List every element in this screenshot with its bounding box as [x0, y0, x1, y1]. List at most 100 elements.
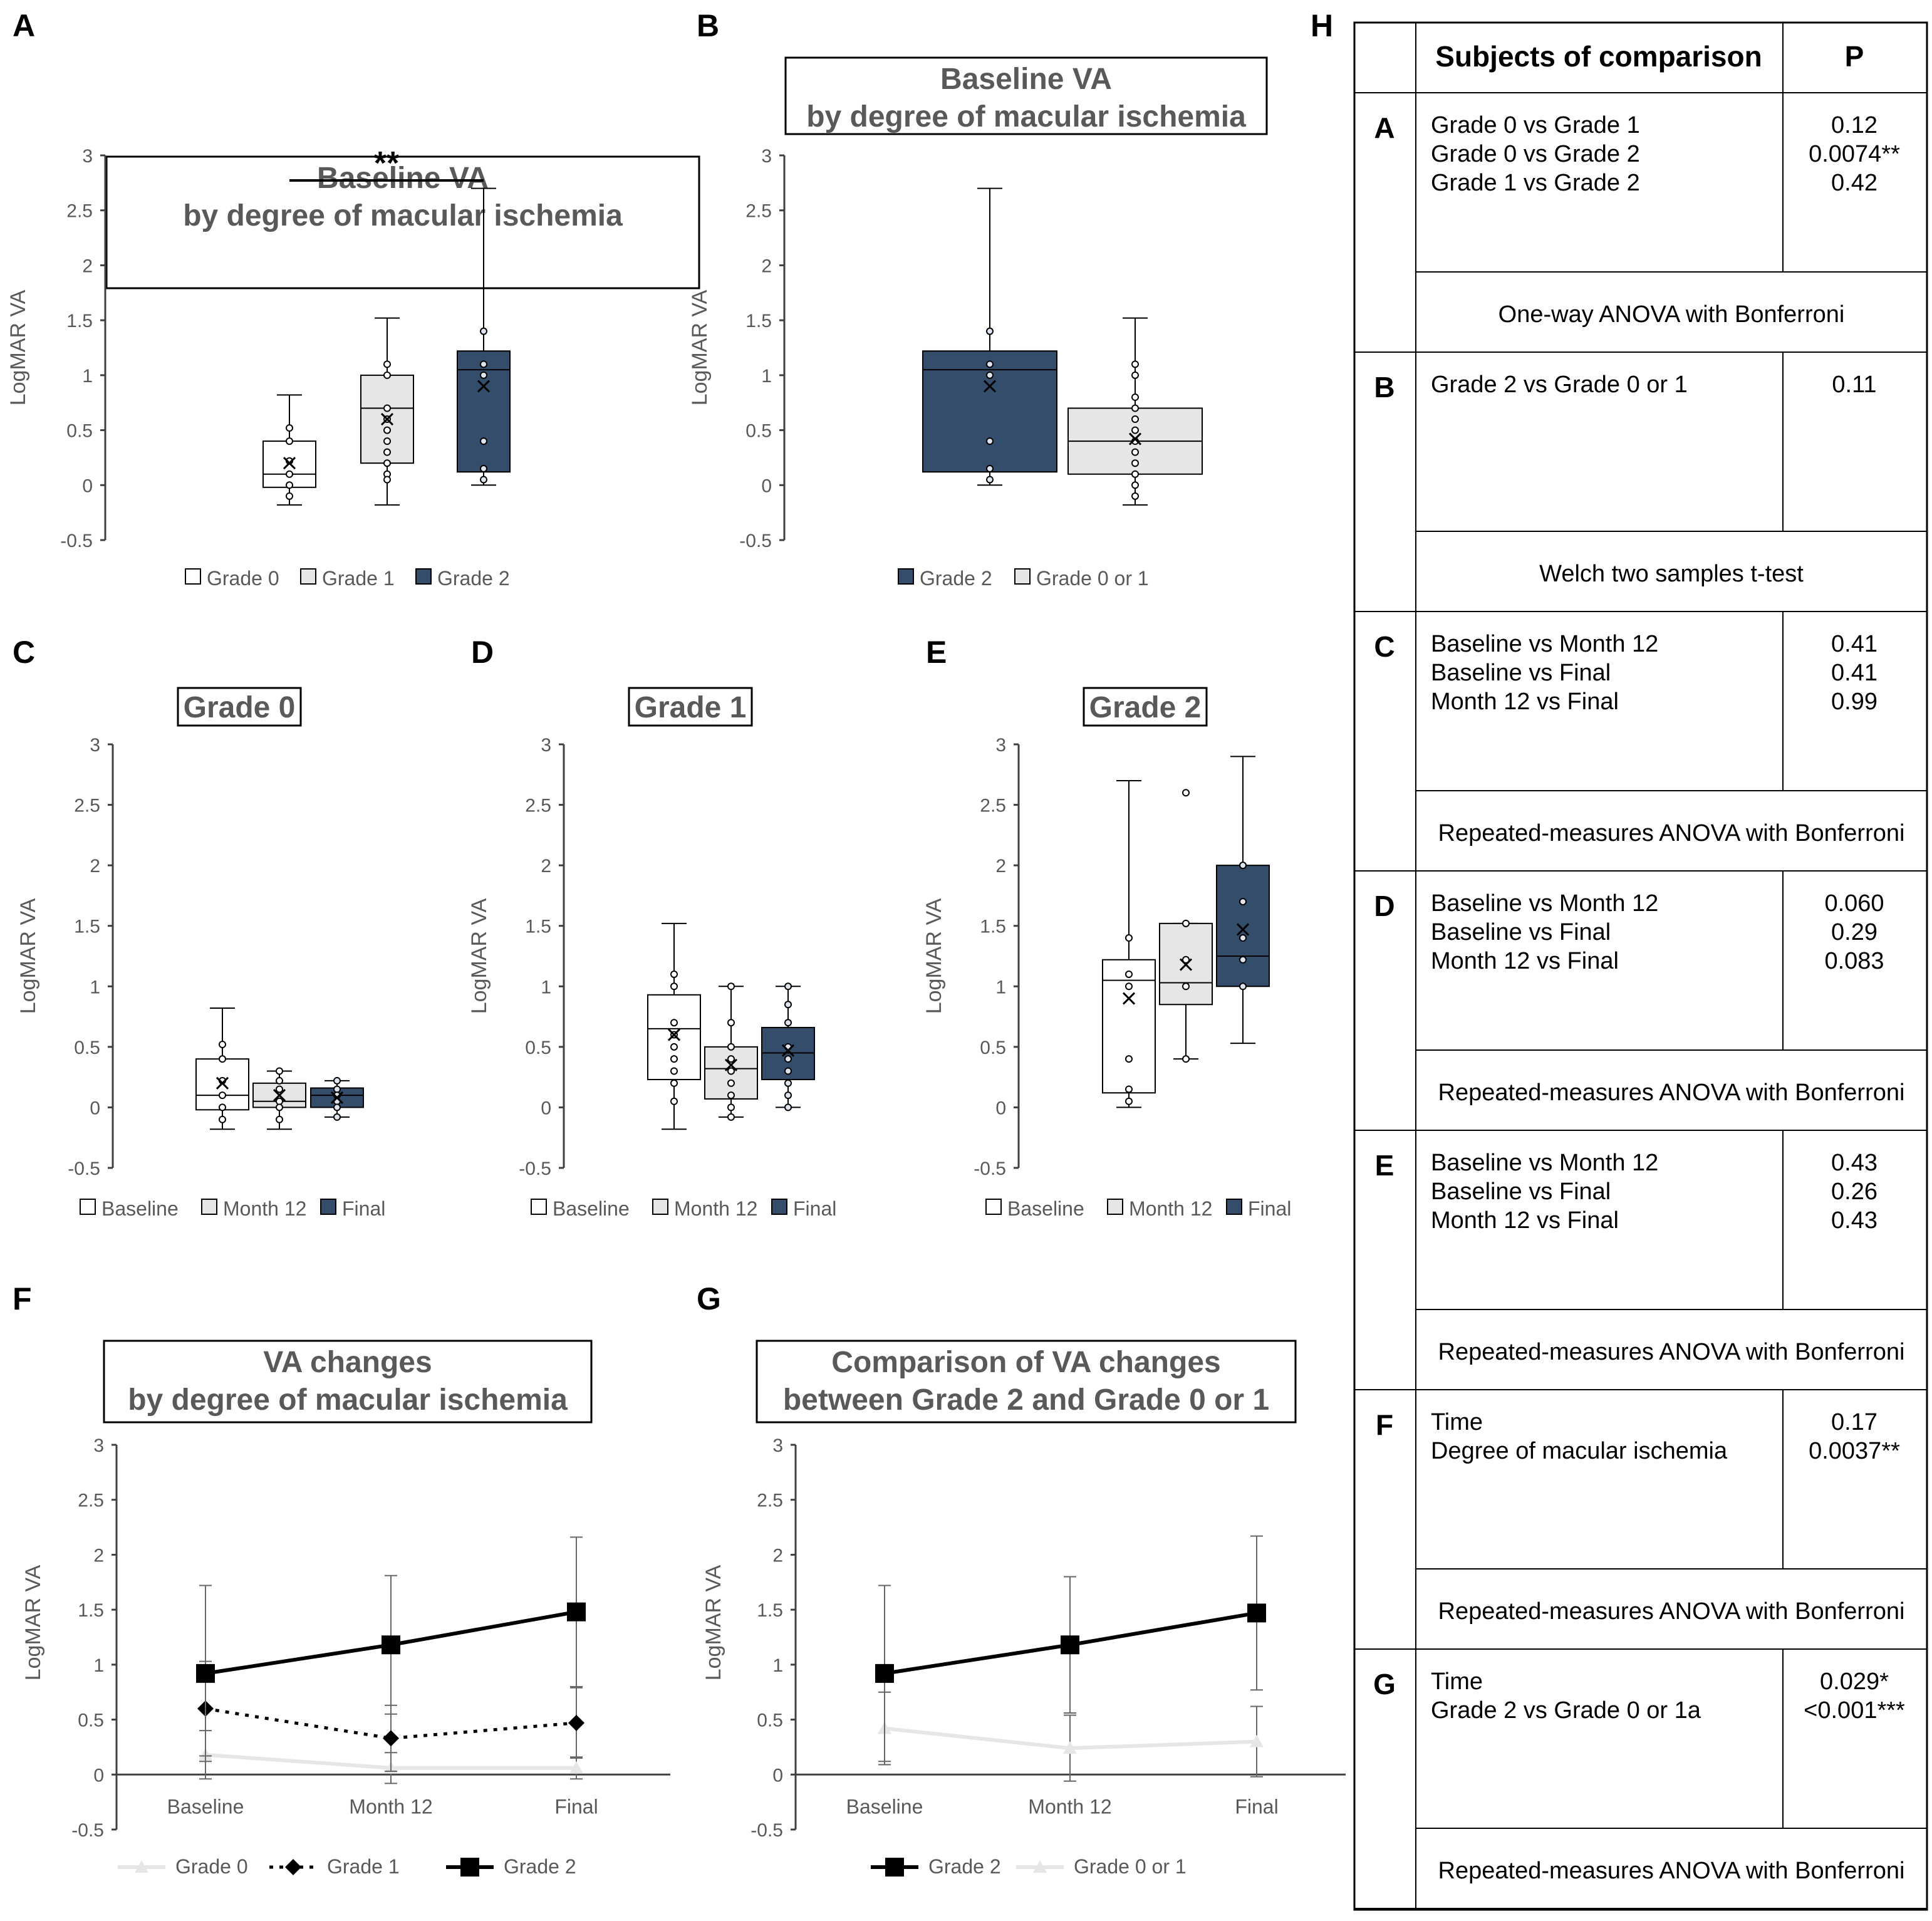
y-tick-label: 2.5 — [757, 1491, 783, 1511]
y-tick-label: 1 — [93, 1655, 104, 1676]
mean-marker — [724, 1058, 738, 1071]
legend-swatch — [531, 1199, 547, 1215]
data-point — [727, 1079, 735, 1087]
series-grade-2 — [196, 1536, 586, 1762]
y-tick-label: 0.5 — [757, 1710, 783, 1731]
data-point — [1131, 371, 1139, 379]
y-tick-label: 3 — [761, 146, 772, 167]
data-point — [670, 982, 678, 991]
data-point — [784, 1079, 792, 1087]
data-point — [383, 404, 391, 412]
data-point — [383, 360, 391, 368]
mean-marker — [273, 1089, 286, 1102]
y-axis-label: LogMAR VA — [6, 289, 30, 405]
data-point — [1131, 393, 1139, 401]
mean-marker — [477, 380, 491, 393]
data-point — [784, 1067, 792, 1075]
table-comparison: Grade 0 vs Grade 2 — [1431, 141, 1640, 167]
data-point — [219, 1103, 226, 1111]
table-p-value: 0.060 — [1824, 890, 1884, 917]
mean-marker — [1236, 923, 1250, 936]
data-point — [286, 481, 293, 489]
y-tick-label: 2 — [772, 1545, 783, 1566]
box-month-12 — [1159, 789, 1213, 1063]
y-tick-label: 3 — [90, 735, 100, 756]
data-point — [986, 371, 994, 379]
data-point — [383, 437, 391, 445]
data-point — [727, 982, 735, 991]
chart-title-frame — [103, 1340, 593, 1424]
series-marker — [875, 1663, 894, 1683]
data-point — [383, 371, 391, 379]
y-tick-label: 1 — [541, 977, 551, 997]
data-point — [276, 1076, 283, 1085]
box-body — [457, 350, 511, 473]
box-grade-2 — [457, 187, 511, 486]
y-tick-label: -0.5 — [68, 1158, 100, 1179]
significance-label: ** — [374, 145, 400, 182]
data-point — [383, 476, 391, 484]
y-tick-label: 1.5 — [78, 1600, 104, 1621]
chart-title: by degree of macular ischemia — [183, 199, 623, 232]
data-point — [1125, 934, 1133, 942]
data-point — [333, 1076, 341, 1085]
data-point — [1182, 789, 1190, 797]
y-tick-label: -0.5 — [71, 1820, 104, 1841]
chart-title: between Grade 2 and Grade 0 or 1 — [783, 1383, 1269, 1417]
y-axis-label: LogMAR VA — [702, 1564, 725, 1680]
series-marker — [460, 1858, 479, 1877]
data-point — [1182, 1055, 1190, 1063]
mean-marker — [667, 1028, 681, 1041]
y-tick-label: 2.5 — [525, 796, 551, 816]
table-p-value: <0.001*** — [1804, 1697, 1905, 1724]
data-point — [1182, 919, 1190, 927]
mean-marker — [1122, 992, 1136, 1005]
table-section-label: C — [1374, 630, 1394, 663]
legend-label: Final — [793, 1197, 836, 1220]
chart-title: Baseline VA — [940, 63, 1112, 96]
table-p-value: 0.17 — [1831, 1409, 1877, 1435]
box-month-12 — [252, 1067, 306, 1130]
box-body — [922, 350, 1057, 473]
legend-swatch — [898, 568, 914, 585]
panel-a: A Baseline VA by degree of macular ischemi… — [6, 8, 700, 590]
box-final — [310, 1076, 364, 1121]
data-point — [276, 1103, 283, 1111]
panel-letter: E — [926, 635, 947, 670]
data-point — [784, 1019, 792, 1027]
series-marker — [567, 1602, 586, 1622]
chart-title: Comparison of VA changes — [831, 1346, 1220, 1379]
y-tick-label: 3 — [82, 146, 93, 167]
panel-letter: A — [13, 8, 35, 43]
table-method: Repeated-measures ANOVA with Bonferroni — [1438, 1339, 1905, 1365]
data-point — [670, 1043, 678, 1051]
legend-label: Grade 2 — [928, 1855, 1001, 1878]
panel-letter: B — [697, 8, 719, 43]
x-tick-label: Month 12 — [349, 1795, 432, 1818]
table-comparison: Baseline vs Month 12 — [1431, 1150, 1658, 1176]
data-point — [784, 1103, 792, 1111]
legend-label: Grade 1 — [322, 567, 395, 590]
data-point — [1182, 955, 1190, 964]
data-point — [1131, 415, 1139, 424]
series-grade-2 — [875, 1535, 1266, 1762]
y-tick-label: 0 — [995, 1098, 1006, 1118]
data-point — [480, 327, 487, 335]
legend-swatch — [320, 1199, 336, 1215]
table-p-value: 0.99 — [1831, 689, 1877, 715]
x-tick-label: Final — [554, 1795, 598, 1818]
panel-f: F VA changes by degree of macular ischemia… — [13, 1281, 670, 1878]
box-grade-2 — [922, 187, 1057, 486]
box-grade-0 — [262, 394, 316, 506]
table-comparison: Grade 0 vs Grade 1 — [1431, 112, 1640, 138]
legend-label: Grade 0 or 1 — [1036, 567, 1149, 590]
data-point — [383, 459, 391, 467]
legend-label: Grade 2 — [437, 567, 510, 590]
table-p-value: 0.42 — [1831, 170, 1877, 196]
box-baseline — [1102, 779, 1156, 1108]
legend-swatch — [185, 568, 201, 585]
comparison-table: H Subjects of comparison P A Grade 0 vs Grad… — [1311, 8, 1928, 1911]
data-point — [219, 1040, 226, 1048]
y-tick-label: 0.5 — [74, 1038, 100, 1058]
legend-swatch — [771, 1199, 787, 1215]
